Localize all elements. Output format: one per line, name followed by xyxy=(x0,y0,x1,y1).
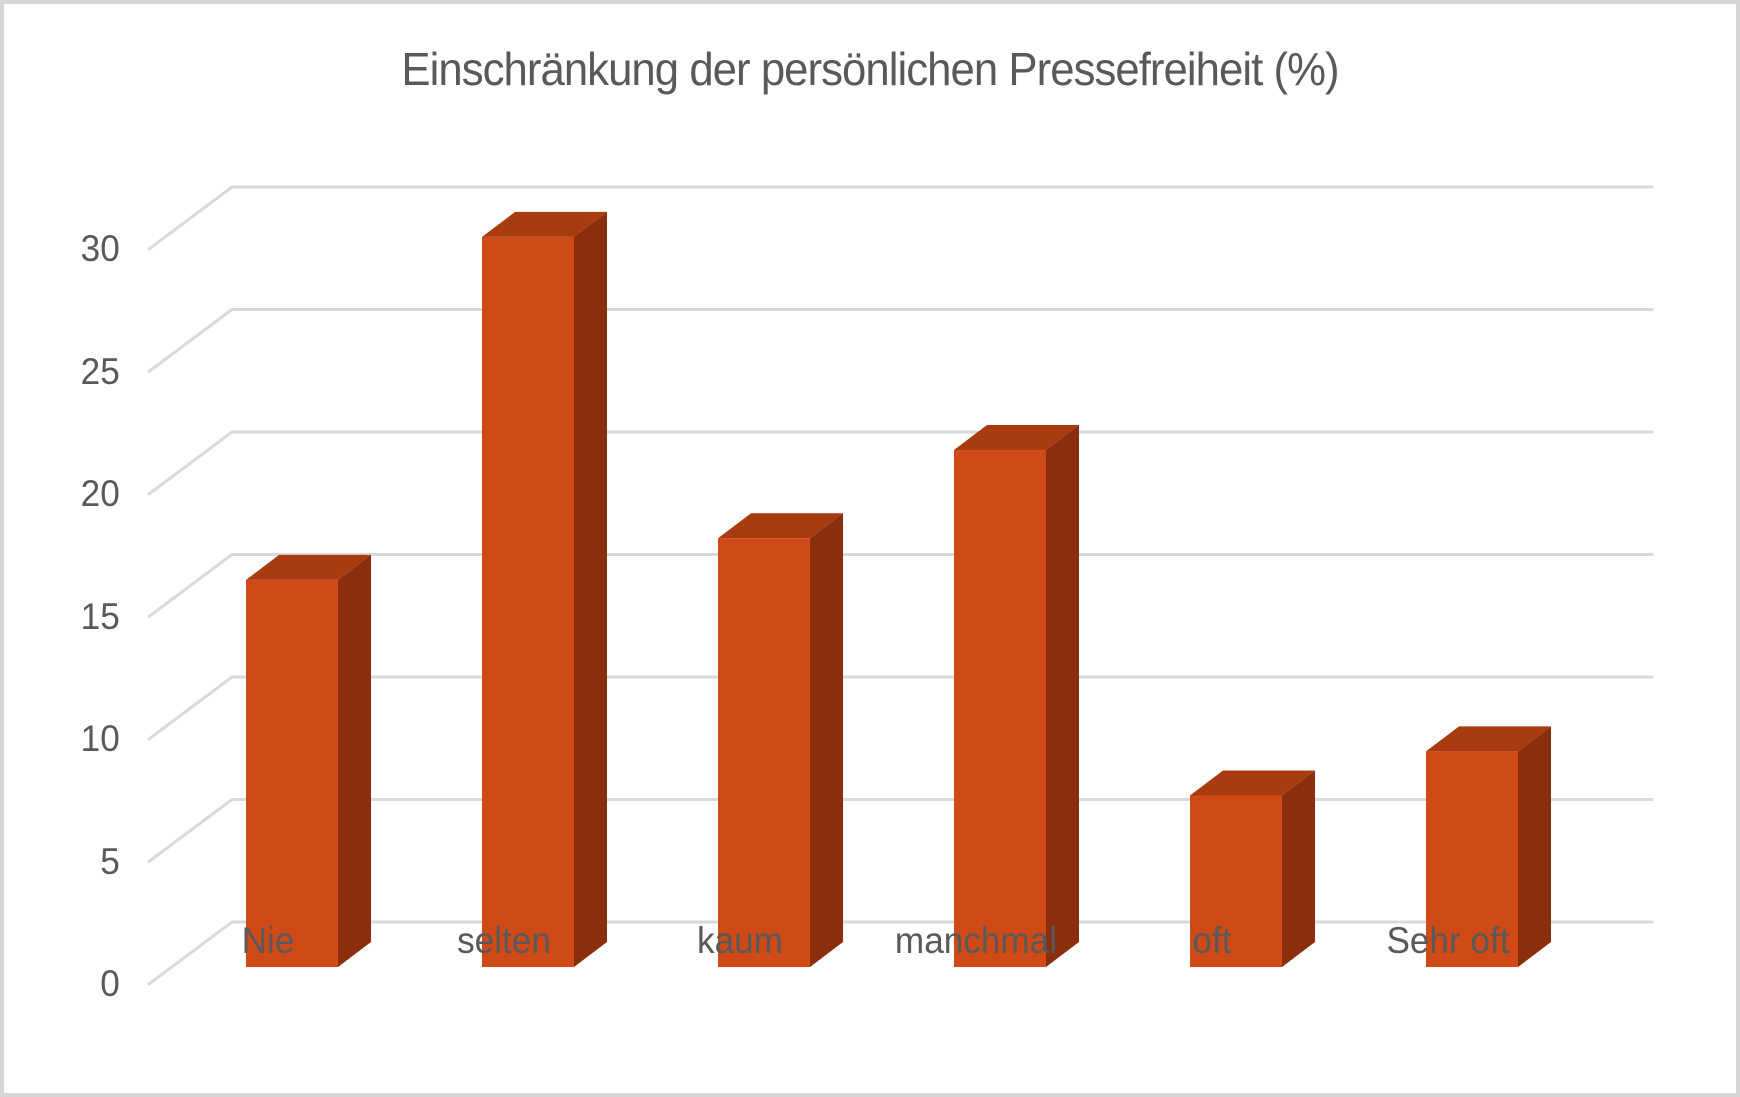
y-tick-label-5: 5 xyxy=(100,840,120,882)
bar-oft-top-face xyxy=(1190,770,1315,796)
x-tick-label-oft: oft xyxy=(1192,920,1232,961)
gridline-5 xyxy=(147,798,1654,863)
gridline-25 xyxy=(147,308,1654,373)
x-tick-label-nie: Nie xyxy=(241,920,295,961)
x-tick-label-manchmal: manchmal xyxy=(894,920,1058,961)
gridline-15 xyxy=(147,553,1654,618)
bar-manchmal-side-face xyxy=(1046,425,1079,967)
bar-sehr-oft-side-face xyxy=(1518,726,1551,967)
bar-selten-top-face xyxy=(482,211,607,237)
bar-kaum-top-face xyxy=(718,513,843,539)
y-tick-label-10: 10 xyxy=(80,718,120,759)
bar-chart-plot xyxy=(147,185,1654,986)
y-tick-label-30: 30 xyxy=(80,228,120,269)
y-tick-label-25: 25 xyxy=(80,350,120,392)
bar-oft-front-face xyxy=(1190,795,1282,967)
bar-manchmal-top-face xyxy=(954,425,1079,451)
x-tick-label-kaum: kaum xyxy=(697,920,783,961)
chart-title: Einschränkung der persönlichen Pressefre… xyxy=(401,43,1339,95)
bar-selten-side-face xyxy=(574,211,607,967)
bar-kaum-front-face xyxy=(718,538,810,967)
bar-kaum-side-face xyxy=(810,513,843,967)
gridline-0 xyxy=(147,920,1654,986)
bar-selten-front-face xyxy=(482,236,574,967)
gridline-30 xyxy=(147,185,1654,251)
x-tick-label-selten: selten xyxy=(457,920,551,961)
bar-sehr-oft-top-face xyxy=(1426,726,1551,752)
bar-manchmal-front-face xyxy=(954,450,1046,967)
bar-nie-top-face xyxy=(246,554,371,580)
bar-nie-front-face xyxy=(246,579,338,967)
y-tick-label-15: 15 xyxy=(80,595,120,637)
bar-sehr-oft-front-face xyxy=(1426,751,1518,967)
x-tick-label-sehr-oft: Sehr oft xyxy=(1386,920,1510,961)
gridline-10 xyxy=(147,675,1654,741)
y-tick-label-0: 0 xyxy=(100,963,120,1004)
gridline-20 xyxy=(147,430,1654,496)
bar-oft-side-face xyxy=(1282,770,1315,967)
y-tick-label-20: 20 xyxy=(80,473,120,514)
bar-nie-side-face xyxy=(338,554,371,967)
